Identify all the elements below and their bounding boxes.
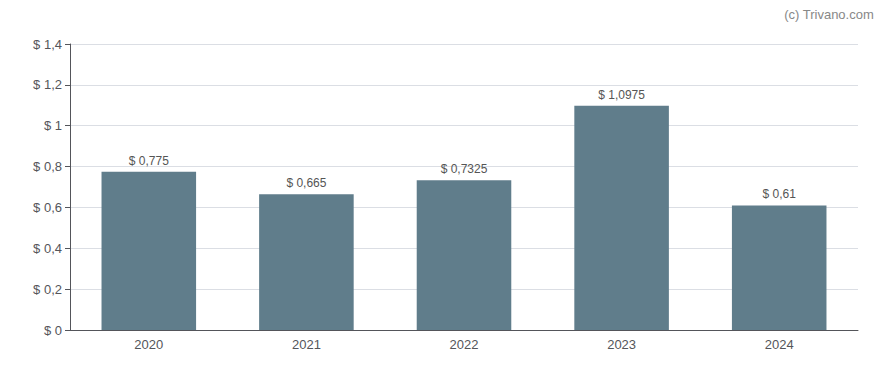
svg-text:(c) Trivano.com: (c) Trivano.com: [784, 7, 874, 22]
svg-text:2022: 2022: [450, 337, 479, 352]
svg-text:$ 0: $ 0: [44, 323, 62, 338]
svg-text:$ 1,0975: $ 1,0975: [598, 88, 645, 102]
svg-text:2024: 2024: [765, 337, 794, 352]
svg-text:$ 1: $ 1: [44, 118, 62, 133]
svg-text:$ 1,2: $ 1,2: [33, 77, 62, 92]
svg-text:2021: 2021: [292, 337, 321, 352]
svg-text:$ 0,6: $ 0,6: [33, 200, 62, 215]
svg-text:$ 0,4: $ 0,4: [33, 241, 62, 256]
svg-text:$ 0,7325: $ 0,7325: [441, 162, 488, 176]
svg-text:$ 0,665: $ 0,665: [286, 176, 326, 190]
svg-text:$ 0,61: $ 0,61: [763, 187, 797, 201]
svg-text:2020: 2020: [134, 337, 163, 352]
svg-text:$ 1,4: $ 1,4: [33, 37, 62, 52]
svg-text:2023: 2023: [607, 337, 636, 352]
svg-text:$ 0,775: $ 0,775: [129, 154, 169, 168]
svg-text:$ 0,8: $ 0,8: [33, 159, 62, 174]
svg-text:$ 0,2: $ 0,2: [33, 282, 62, 297]
